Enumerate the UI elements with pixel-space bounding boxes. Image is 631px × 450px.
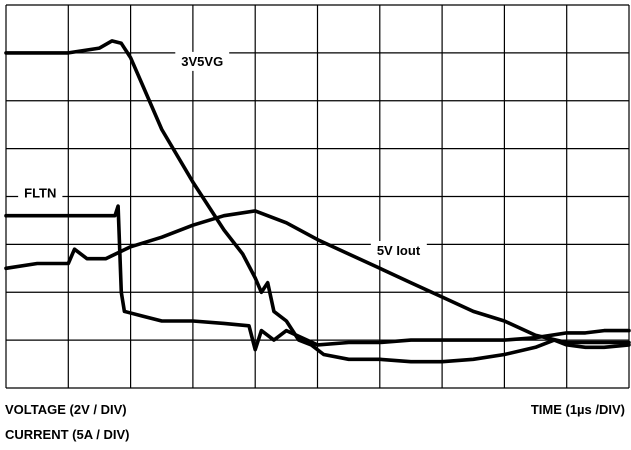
trace-fltn: [4, 204, 631, 352]
traces: [4, 39, 631, 364]
annotation-fltn: FLTN: [18, 183, 63, 203]
oscilloscope-chart: 3V5VG FLTN 5V Iout: [4, 4, 631, 389]
trace-5v-iout: [4, 209, 631, 345]
annotation-5v-iout: 5V Iout: [370, 240, 427, 260]
annotation-label: FLTN: [24, 186, 56, 201]
annotation-background: [18, 183, 63, 203]
annotations: 3V5VG FLTN 5V Iout: [18, 51, 427, 260]
annotation-label: 5V Iout: [377, 243, 421, 258]
annotation-background: [175, 51, 230, 71]
current-scale-label: CURRENT (5A / DIV): [5, 427, 130, 442]
voltage-scale-label: VOLTAGE (2V / DIV): [5, 402, 127, 417]
annotation-label: 3V5VG: [181, 54, 223, 69]
time-scale-label: TIME (1µs /DIV): [530, 402, 625, 417]
annotation-background: [370, 240, 427, 260]
annotation-3v5vg: 3V5VG: [175, 51, 230, 71]
grid: [5, 4, 630, 389]
trace-3v5vg: [4, 39, 631, 364]
